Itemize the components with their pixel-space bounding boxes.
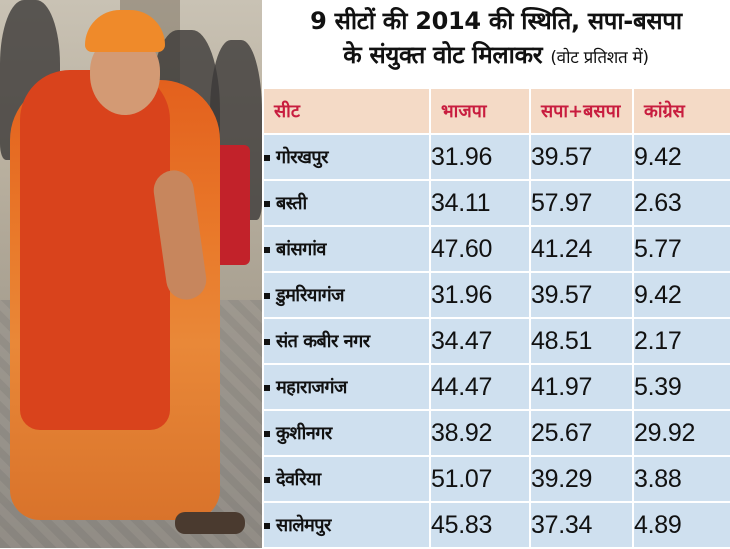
congress-value: 5.77 bbox=[632, 225, 730, 273]
congress-value: 2.17 bbox=[632, 317, 730, 365]
sp-bsp-value: 48.51 bbox=[529, 317, 634, 365]
bullet-icon bbox=[265, 523, 270, 529]
table-row: बांसगांव 47.60 41.24 5.77 bbox=[262, 225, 730, 273]
bullet-icon bbox=[265, 247, 270, 253]
header-congress: कांग्रेस bbox=[632, 87, 730, 135]
sp-bsp-value: 39.57 bbox=[529, 271, 634, 319]
congress-value: 4.89 bbox=[632, 501, 730, 549]
sp-bsp-value: 39.57 bbox=[529, 133, 634, 181]
bjp-value: 34.47 bbox=[429, 317, 531, 365]
seat-name: कुशीनगर bbox=[262, 409, 431, 457]
seat-name: संत कबीर नगर bbox=[262, 317, 431, 365]
congress-value: 9.42 bbox=[632, 271, 730, 319]
seat-name: सालेमपुर bbox=[262, 501, 431, 549]
header-bjp: भाजपा bbox=[429, 87, 531, 135]
bullet-icon bbox=[265, 293, 270, 299]
congress-value: 2.63 bbox=[632, 179, 730, 227]
news-photo bbox=[0, 0, 262, 548]
bjp-value: 34.11 bbox=[429, 179, 531, 227]
bullet-icon bbox=[265, 155, 270, 161]
red-scarf bbox=[20, 70, 170, 430]
sp-bsp-value: 41.97 bbox=[529, 363, 634, 411]
table-row: डुमरियागंज 31.96 39.57 9.42 bbox=[262, 271, 730, 319]
seat-label: कुशीनगर bbox=[276, 423, 332, 444]
seat-label: बांसगांव bbox=[276, 239, 326, 260]
bjp-value: 31.96 bbox=[429, 271, 531, 319]
seat-name: गोरखपुर bbox=[262, 133, 431, 181]
headline-note: (वोट प्रतिशत में) bbox=[550, 48, 649, 68]
sp-bsp-value: 25.67 bbox=[529, 409, 634, 457]
table-row: संत कबीर नगर 34.47 48.51 2.17 bbox=[262, 317, 730, 365]
bjp-value: 31.96 bbox=[429, 133, 531, 181]
table-row: गोरखपुर 31.96 39.57 9.42 bbox=[262, 133, 730, 181]
seat-label: महाराजगंज bbox=[276, 377, 347, 398]
header-seat: सीट bbox=[262, 87, 431, 135]
table-row: महाराजगंज 44.47 41.97 5.39 bbox=[262, 363, 730, 411]
sp-bsp-value: 37.34 bbox=[529, 501, 634, 549]
sp-bsp-value: 57.97 bbox=[529, 179, 634, 227]
seat-label: संत कबीर नगर bbox=[276, 331, 370, 352]
seat-label: बस्ती bbox=[276, 193, 307, 214]
bjp-value: 44.47 bbox=[429, 363, 531, 411]
header-sp-bsp: सपा+बसपा bbox=[529, 87, 634, 135]
table-header-row: सीट भाजपा सपा+बसपा कांग्रेस bbox=[262, 87, 730, 135]
bullet-icon bbox=[265, 339, 270, 345]
vote-share-table: सीट भाजपा सपा+बसपा कांग्रेस गोरखपुर 31.96… bbox=[262, 87, 730, 549]
congress-value: 9.42 bbox=[632, 133, 730, 181]
sp-bsp-value: 39.29 bbox=[529, 455, 634, 503]
headline: 9 सीटों की 2014 की स्थिति, सपा-बसपा के स… bbox=[262, 4, 730, 75]
seat-label: गोरखपुर bbox=[276, 147, 328, 168]
seat-name: बांसगांव bbox=[262, 225, 431, 273]
headline-line-2: के संयुक्त वोट मिलाकर (वोट प्रतिशत में) bbox=[262, 38, 730, 75]
seat-name: महाराजगंज bbox=[262, 363, 431, 411]
table-row: कुशीनगर 38.92 25.67 29.92 bbox=[262, 409, 730, 457]
headline-line-2-text: के संयुक्त वोट मिलाकर bbox=[343, 41, 543, 69]
congress-value: 5.39 bbox=[632, 363, 730, 411]
table-row: बस्ती 34.11 57.97 2.63 bbox=[262, 179, 730, 227]
congress-value: 29.92 bbox=[632, 409, 730, 457]
table-row: देवरिया 51.07 39.29 3.88 bbox=[262, 455, 730, 503]
sandal bbox=[175, 512, 245, 534]
bjp-value: 51.07 bbox=[429, 455, 531, 503]
sp-bsp-value: 41.24 bbox=[529, 225, 634, 273]
bjp-value: 38.92 bbox=[429, 409, 531, 457]
bjp-value: 45.83 bbox=[429, 501, 531, 549]
seat-name: देवरिया bbox=[262, 455, 431, 503]
results-panel: 9 सीटों की 2014 की स्थिति, सपा-बसपा के स… bbox=[262, 0, 730, 549]
bullet-icon bbox=[265, 431, 270, 437]
seat-label: देवरिया bbox=[276, 469, 321, 490]
bullet-icon bbox=[265, 477, 270, 483]
saffron-cap bbox=[85, 10, 165, 52]
bullet-icon bbox=[265, 385, 270, 391]
seat-name: डुमरियागंज bbox=[262, 271, 431, 319]
bjp-value: 47.60 bbox=[429, 225, 531, 273]
seat-label: डुमरियागंज bbox=[276, 285, 345, 306]
headline-line-1: 9 सीटों की 2014 की स्थिति, सपा-बसपा bbox=[310, 7, 682, 35]
seat-name: बस्ती bbox=[262, 179, 431, 227]
table-row: सालेमपुर 45.83 37.34 4.89 bbox=[262, 501, 730, 549]
seat-label: सालेमपुर bbox=[276, 515, 331, 536]
congress-value: 3.88 bbox=[632, 455, 730, 503]
bullet-icon bbox=[265, 201, 270, 207]
